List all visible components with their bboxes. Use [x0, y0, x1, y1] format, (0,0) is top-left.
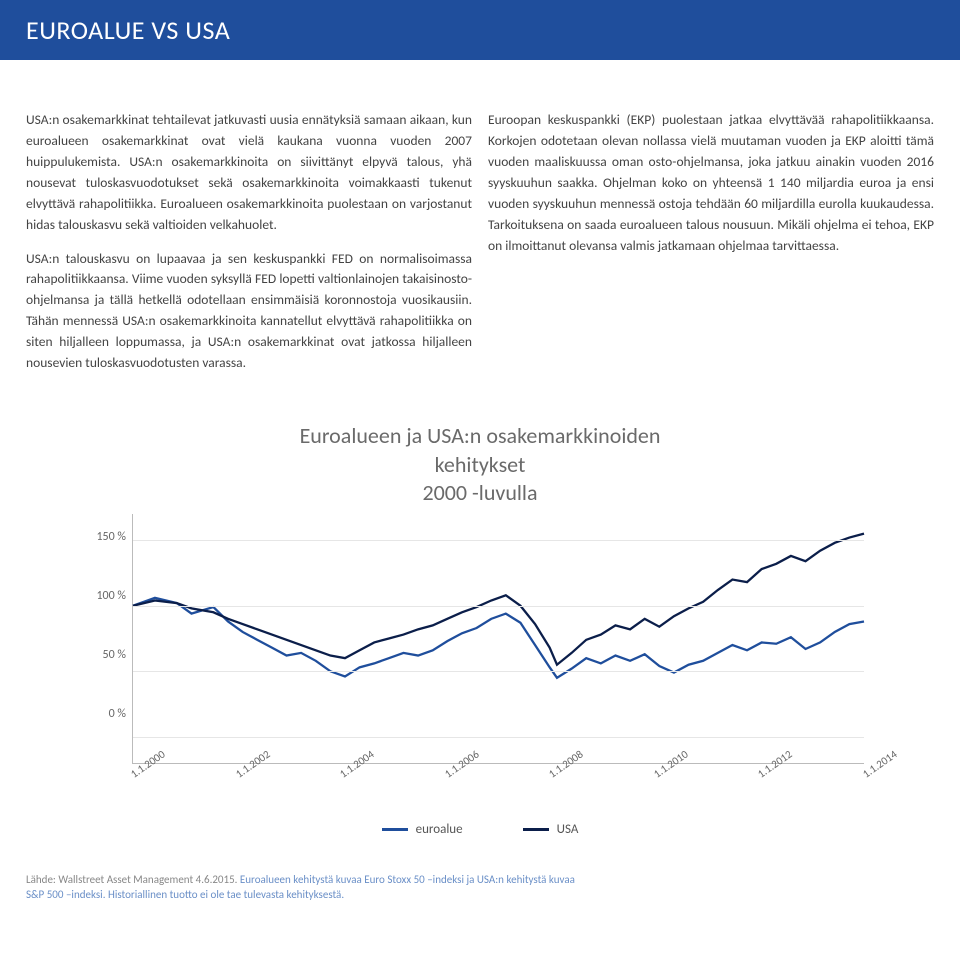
- y-tick-label: 50 %: [103, 648, 126, 662]
- left-p2: USA:n talouskasvu on lupaavaa ja sen kes…: [26, 249, 472, 375]
- content-area: USA:n osakemarkkinat tehtailevat jatkuva…: [0, 60, 960, 847]
- y-tick-label: 100 %: [96, 589, 126, 603]
- y-tick-label: 150 %: [96, 530, 126, 544]
- banner-title: EUROALUE VS USA: [26, 14, 230, 46]
- gridline: [133, 671, 864, 672]
- y-axis-labels: 0 % 50 % 100 % 150 %: [86, 514, 132, 764]
- chart-title: Euroalueen ja USA:n osakemarkkinoiden ke…: [86, 422, 874, 508]
- legend-swatch: [523, 828, 549, 831]
- gridline: [133, 540, 864, 541]
- legend-label: USA: [557, 822, 579, 837]
- legend-item-usa: USA: [523, 822, 579, 837]
- plot-region: [132, 514, 864, 764]
- x-tick-label: 1.1.2014: [860, 747, 899, 780]
- left-p1: USA:n osakemarkkinat tehtailevat jatkuva…: [26, 110, 472, 236]
- chart-area: 0 %50 %100 %150 % 1.1.20001.1.20021.1.20…: [132, 514, 864, 794]
- footer: Lähde: Wallstreet Asset Management 4.6.2…: [26, 873, 934, 903]
- legend-swatch: [382, 828, 408, 831]
- page-banner: EUROALUE VS USA: [0, 0, 960, 60]
- chart-title-1: Euroalueen ja USA:n osakemarkkinoiden: [300, 422, 661, 449]
- left-column: USA:n osakemarkkinat tehtailevat jatkuva…: [26, 110, 472, 387]
- gridline: [133, 606, 864, 607]
- right-p1: Euroopan keskuspankki (EKP) puolestaan j…: [488, 110, 934, 256]
- footer-source-2: S&P 500 –indeksi. Historiallinen tuotto …: [26, 888, 344, 901]
- footer-source-1: Euroalueen kehitystä kuvaa Euro Stoxx 50…: [240, 873, 575, 886]
- chart-title-2: kehitykset: [435, 451, 526, 478]
- chart-legend: euroalue USA: [86, 822, 874, 837]
- right-column: Euroopan keskuspankki (EKP) puolestaan j…: [488, 110, 934, 387]
- gridline: [133, 737, 864, 738]
- legend-item-euroalue: euroalue: [382, 822, 463, 837]
- series-usa: [133, 533, 864, 664]
- x-axis-labels: 1.1.20001.1.20021.1.20041.1.20061.1.2008…: [132, 764, 864, 794]
- series-euroalue: [133, 598, 864, 678]
- footer-label: Lähde: Wallstreet Asset Management 4.6.2…: [26, 873, 240, 886]
- y-tick-label: 0 %: [109, 707, 126, 721]
- chart-container: Euroalueen ja USA:n osakemarkkinoiden ke…: [86, 422, 874, 837]
- chart-svg: [133, 514, 864, 763]
- text-columns: USA:n osakemarkkinat tehtailevat jatkuva…: [26, 110, 934, 387]
- legend-label: euroalue: [416, 822, 463, 837]
- chart-title-3: 2000 -luvulla: [422, 479, 537, 506]
